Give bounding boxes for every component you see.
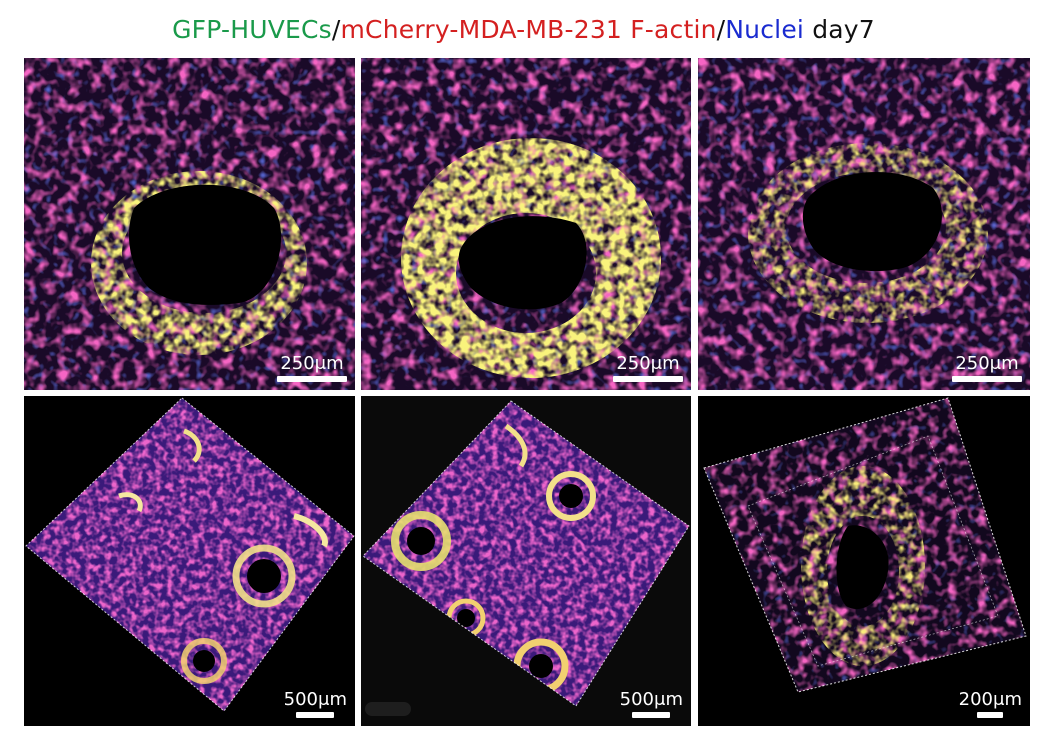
scale-bar: 500μm — [620, 690, 683, 718]
micrograph-panel-6: 200μm — [698, 396, 1030, 726]
micrograph-panel-5: 500μm — [361, 396, 691, 726]
micrograph-image-6 — [698, 396, 1030, 726]
micrograph-image-3 — [698, 58, 1030, 390]
micrograph-image-4 — [24, 396, 355, 726]
scale-bar: 500μm — [284, 690, 347, 718]
scale-bar-label: 250μm — [616, 353, 680, 374]
scale-bar-label: 200μm — [958, 689, 1022, 710]
scale-bar-label: 250μm — [955, 353, 1019, 374]
scale-bar-line — [613, 376, 683, 382]
scale-bar-line — [277, 376, 347, 382]
micrograph-panel-2: 250μm — [361, 58, 691, 390]
micrograph-panel-1: 250μm — [24, 58, 355, 390]
micrograph-panel-3: 250μm — [698, 58, 1030, 390]
title-gfp-huvecs: GFP-HUVECs — [172, 15, 332, 44]
title-separator: / — [716, 15, 726, 44]
title-separator: / — [331, 15, 341, 44]
figure-title: GFP-HUVECs/mCherry-MDA-MB-231 F-actin/Nu… — [0, 14, 1047, 46]
scale-bar-label: 250μm — [280, 353, 344, 374]
scale-bar-label: 500μm — [283, 689, 347, 710]
micrograph-panel-4: 500μm — [24, 396, 355, 726]
scale-bar-label: 500μm — [619, 689, 683, 710]
scale-bar: 250μm — [613, 354, 683, 382]
micrograph-image-5 — [361, 396, 691, 726]
title-day: day7 — [804, 15, 875, 44]
scale-bar: 250μm — [277, 354, 347, 382]
title-nuclei: Nuclei — [725, 15, 805, 44]
scale-bar-line — [632, 712, 671, 718]
scale-bar-line — [296, 712, 335, 718]
scale-bar: 250μm — [952, 354, 1022, 382]
scale-bar-line — [977, 712, 1004, 718]
micrograph-image-1 — [24, 58, 355, 390]
scale-bar-line — [952, 376, 1022, 382]
micrograph-image-2 — [361, 58, 691, 390]
title-mcherry: mCherry-MDA-MB-231 F-actin — [340, 15, 717, 44]
scale-bar: 200μm — [959, 690, 1022, 718]
